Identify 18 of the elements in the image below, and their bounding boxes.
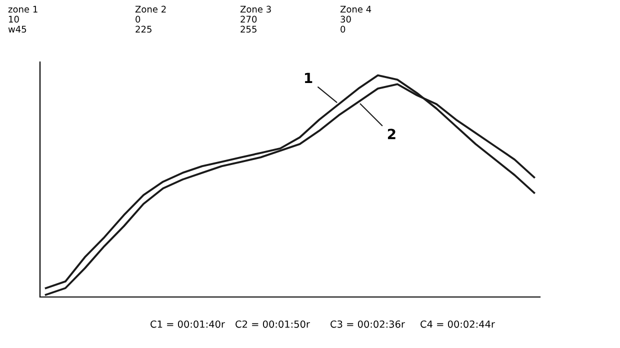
text: C4 = 00:02:44r bbox=[420, 320, 495, 328]
text: Zone 4 bbox=[340, 6, 372, 13]
text: 10 bbox=[8, 16, 19, 23]
text: 0 bbox=[136, 16, 140, 23]
text: zone 1 bbox=[8, 6, 38, 13]
text: w45 bbox=[8, 26, 26, 33]
text: 0 bbox=[340, 26, 346, 33]
text: C2 = 00:01:50r bbox=[236, 320, 310, 328]
text: 255 bbox=[240, 26, 256, 33]
text: 270 bbox=[240, 16, 257, 23]
text: Zone 2 bbox=[135, 6, 166, 13]
text: 1 bbox=[305, 72, 312, 83]
text: 30 bbox=[340, 16, 351, 23]
text: C1 = 00:01:40r bbox=[150, 320, 225, 328]
text: 2 bbox=[388, 128, 396, 140]
text: C3 = 00:02:36r bbox=[330, 320, 405, 328]
text: Zone 3 bbox=[240, 6, 271, 13]
text: 225 bbox=[136, 26, 152, 33]
